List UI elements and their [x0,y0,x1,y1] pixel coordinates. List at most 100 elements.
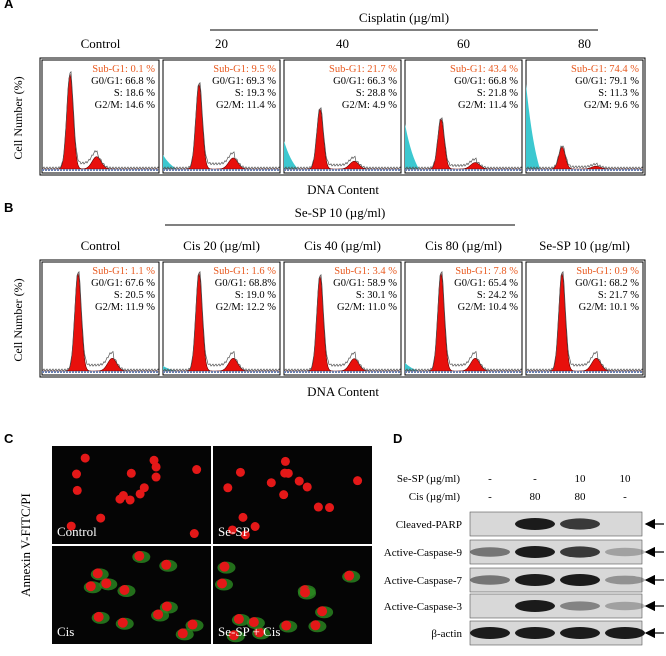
blot-band [560,601,600,611]
image-label: Cis [57,624,74,639]
row-label: Active-Caspase-3 [384,601,463,613]
plot-title: Control [81,238,121,253]
hist-outline [41,270,160,372]
cell-nucleus [233,614,244,625]
panel-label: D [393,431,402,446]
cell-nucleus [240,530,250,540]
stat-g0g1: G0/G1: 69.3 % [212,76,276,87]
stat-s: S: 19.3 % [235,88,276,99]
plot-box [41,59,160,174]
stat-sub-g1: Sub-G1: 7.8 % [455,266,518,277]
stat-sub-g1: Sub-G1: 43.4 % [450,64,518,75]
cell-nucleus [192,465,202,475]
blot-strip [469,511,643,537]
cell-nucleus [238,512,248,522]
plot-box [404,261,523,376]
stat-s: S: 11.3 % [598,88,639,99]
blot-band [515,574,555,586]
image-label: Control [57,524,97,539]
hist-outline [404,117,523,170]
stat-g2m: G2/M: 12.2 % [216,302,277,313]
blot-band [560,546,600,558]
stat-sub-g1: Sub-G1: 1.6 % [213,266,276,277]
plot-title: Cis 20 (µg/ml) [183,238,260,253]
y-label: Cell Number (%) [11,278,25,361]
cis-dose: 80 [575,491,587,503]
cell-nucleus [279,490,289,500]
blot-band [605,627,645,639]
cell-nucleus [325,503,335,513]
cell-nucleus [101,578,112,589]
stat-g0g1: G0/G1: 58.9 % [333,278,397,289]
sub-g1-area [405,124,419,169]
sub-g1-area [526,84,540,169]
cis-dose: - [488,491,492,503]
stat-s: S: 20.5 % [114,290,155,301]
panel-label: A [4,0,14,11]
stat-g2m: G2/M: 11.4 % [458,100,518,111]
plot-title: 60 [457,36,470,51]
stat-s: S: 28.8 % [356,88,397,99]
panel-frame [39,57,646,176]
stat-g2m: G2/M: 11.4 % [216,100,276,111]
cell-nucleus [227,525,237,535]
plot-box [162,261,281,376]
se-sp-dose: - [533,473,537,485]
y-label: Cell Number (%) [11,76,25,159]
cell-nucleus [85,581,96,592]
hist-outline [283,273,402,372]
cell-nucleus [117,617,128,628]
hist-outline [162,270,281,372]
hist-outline [41,70,160,170]
g1-peak [42,73,159,170]
cell-nucleus [72,485,82,495]
cell-nucleus [250,521,260,531]
row-label: β-actin [431,628,462,640]
cell-nucleus [223,483,233,493]
stat-sub-g1: Sub-G1: 9.5 % [213,64,276,75]
cell-nucleus [281,620,292,631]
stat-s: S: 24.2 % [477,290,518,301]
cell-nucleus [72,469,82,479]
cell-nucleus [151,472,161,482]
hist-outline [525,270,644,372]
blot-band [560,518,600,530]
plot-title: Control [81,36,121,51]
hist-outline [404,270,523,372]
micrograph [52,446,211,544]
cis-dose: 80 [530,491,542,503]
cell-nucleus [80,453,90,463]
stat-s: S: 19.0 % [235,290,276,301]
blot-band [470,627,510,639]
stat-s: S: 30.1 % [356,290,397,301]
plot-title: 20 [215,36,228,51]
stat-g2m: G2/M: 11.0 % [337,302,397,313]
stat-g2m: G2/M: 10.4 % [458,302,519,313]
cell-nucleus [235,467,245,477]
cell-nucleus [344,570,355,581]
cell-nucleus [151,462,161,472]
sub-g1-area [284,141,298,169]
cell-nucleus [115,494,125,504]
stat-g0g1: G0/G1: 65.4 % [454,278,518,289]
stat-g0g1: G0/G1: 66.3 % [333,76,397,87]
row-label: Cleaved-PARP [396,519,462,531]
cell-nucleus [125,495,135,505]
cell-nucleus [187,619,198,630]
stat-g0g1: G0/G1: 67.6 % [91,278,155,289]
stat-sub-g1: Sub-G1: 74.4 % [571,64,639,75]
cell-nucleus [313,502,323,512]
stat-g0g1: G0/G1: 66.8 % [454,76,518,87]
stat-g2m: G2/M: 10.1 % [579,302,640,313]
plot-title: 80 [578,36,591,51]
stat-g0g1: G0/G1: 68.8% [215,278,277,289]
image-label: Se-SP [218,524,250,539]
blot-band [605,547,645,557]
cell-nucleus [96,513,106,523]
stat-g2m: G2/M: 11.9 % [95,302,155,313]
cell-nucleus [126,468,136,478]
plot-title: Cis 40 (µg/ml) [304,238,381,253]
row-label: Active-Caspase-9 [384,547,463,559]
stat-g0g1: G0/G1: 68.2 % [575,278,639,289]
